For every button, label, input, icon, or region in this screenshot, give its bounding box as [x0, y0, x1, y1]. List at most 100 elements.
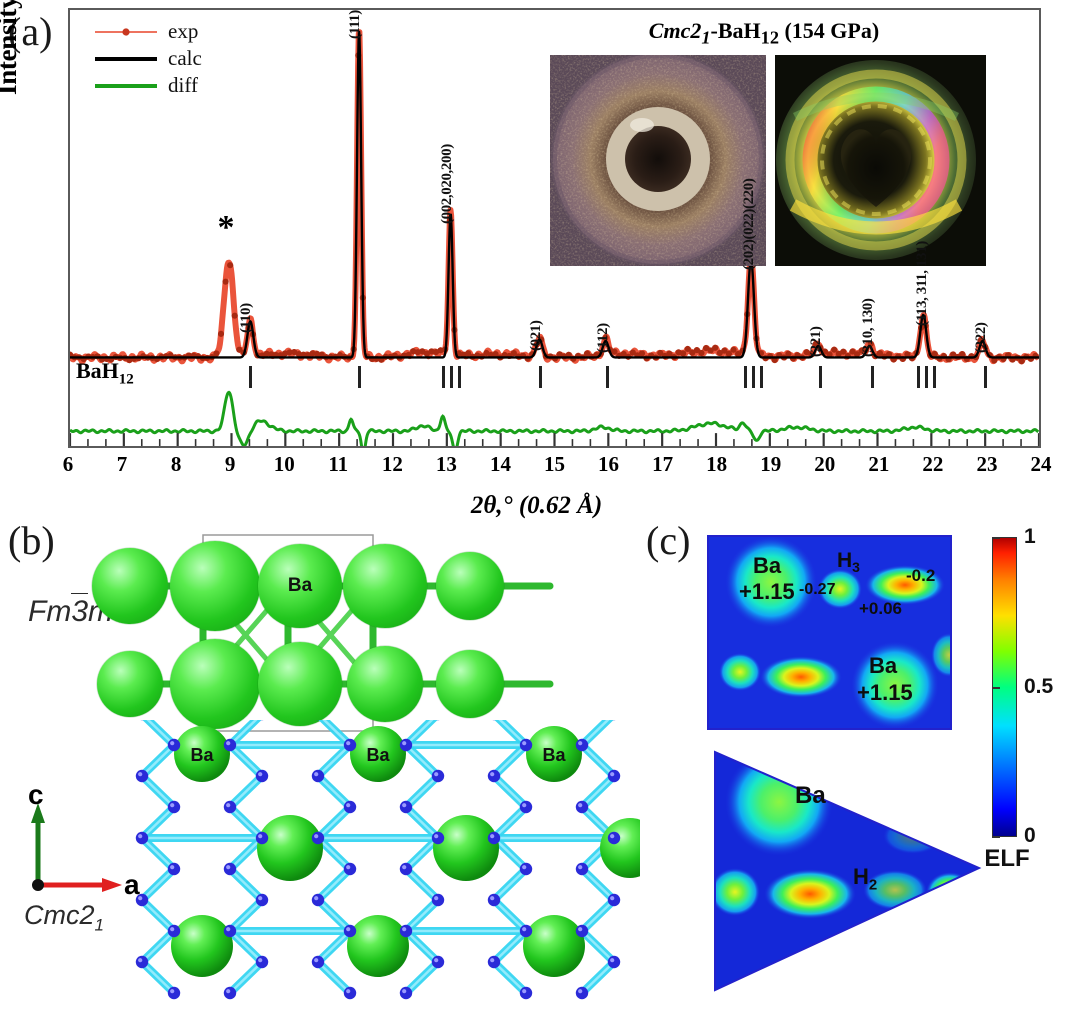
- peak-index-label: (310, 130): [859, 298, 876, 358]
- peak-index-label: (221): [808, 326, 825, 358]
- elf-bottom-h2-label: H2: [853, 864, 878, 894]
- elf-top-charge-left: -0.27: [799, 581, 836, 598]
- legend-label-exp: exp: [168, 19, 199, 43]
- y-axis-label: Intensity (a.u.): [0, 0, 22, 95]
- legend-label-calc: calc: [168, 46, 202, 70]
- peak-index-label: (021): [528, 320, 545, 351]
- peak-index-label: (113, 311, 131): [913, 241, 930, 327]
- x-tick-label: 8: [170, 452, 182, 476]
- panel-c-letter: (c): [646, 518, 691, 563]
- bragg-tick: [916, 366, 920, 388]
- x-tick-label: 7: [116, 452, 128, 476]
- x-tick-label: 17: [652, 452, 674, 476]
- legend-swatch-diff: [95, 79, 157, 93]
- peak-index-label: (002,020,200): [439, 144, 456, 224]
- x-axis-tick-labels: 6 7 8 9 10 11 12 13 14 15 16 17 18 19 20 21 22 23 24: [63, 452, 1052, 484]
- panel-b-structures: (b) Fm3m Ba Ba Ba Ba c a: [0, 515, 640, 1012]
- inset-title: Cmc21-BaH12 (154 GPa): [648, 18, 880, 48]
- x-tick-label: 6: [62, 452, 74, 476]
- colorbar-label-mid: 0.5: [1024, 675, 1054, 698]
- bragg-tick: [984, 366, 988, 388]
- ba-atom: [347, 646, 423, 722]
- peak-index-label: (110): [238, 303, 255, 333]
- ba-atom-label: Ba: [287, 575, 313, 596]
- elf-bottom-ba-label: Ba: [795, 782, 826, 809]
- colorbar-label-max: 1: [1024, 525, 1036, 548]
- colorbar-tick-max: [992, 537, 1000, 539]
- colorbar-tick-min: [992, 836, 1000, 838]
- legend-item-calc: calc: [95, 45, 202, 72]
- ba-atom: [258, 642, 342, 726]
- legend-swatch-calc: [95, 52, 157, 66]
- xrd-plot-frame: [68, 8, 1041, 448]
- ba-atom: [436, 552, 504, 620]
- bragg-tick: [870, 366, 874, 388]
- crystal-axes-indicator: c a: [28, 779, 148, 900]
- cmc21-structure: Ba Ba Ba: [135, 720, 640, 1000]
- elf-top-charge-mid: +0.06: [859, 599, 903, 618]
- chart-legend: exp calc diff: [95, 18, 202, 99]
- x-tick-label: 20: [814, 452, 836, 476]
- panel-c-elf: (c): [640, 515, 1073, 1012]
- x-tick-label: 13: [435, 452, 457, 476]
- legend-swatch-exp: [95, 25, 157, 39]
- x-axis-ticks: [70, 433, 1039, 446]
- impurity-peak-marker: *: [217, 209, 235, 246]
- x-tick-label: 24: [1030, 452, 1052, 476]
- x-tick-label: 12: [381, 452, 403, 476]
- x-tick-label: 21: [868, 452, 890, 476]
- series-diff-line: [70, 390, 1039, 446]
- ba-atom: [343, 544, 427, 628]
- panel-b-letter: (b): [8, 518, 55, 563]
- series-calc-line: [70, 30, 1039, 359]
- ba-atom: [170, 639, 260, 729]
- dac-sample-photo-2: [775, 55, 986, 266]
- ba-atom: [97, 651, 163, 717]
- x-tick-label: 11: [328, 452, 349, 476]
- x-tick-label: 9: [224, 452, 236, 476]
- x-tick-label: 19: [760, 452, 782, 476]
- bragg-tick: [442, 366, 446, 388]
- peak-index-label: (112): [594, 322, 611, 353]
- x-tick-label: 18: [706, 452, 728, 476]
- axis-label-c: c: [28, 779, 44, 810]
- svg-text:Ba: Ba: [366, 745, 390, 765]
- svg-text:Ba: Ba: [190, 745, 214, 765]
- bragg-tick: [819, 366, 823, 388]
- peak-index-label: (202)(022)(220): [740, 178, 757, 270]
- bragg-tick: [450, 366, 454, 388]
- legend-label-diff: diff: [168, 73, 198, 97]
- ba-atom: [170, 541, 260, 631]
- legend-item-exp: exp: [95, 18, 202, 45]
- bragg-tick: [751, 366, 755, 388]
- bragg-tick: [924, 366, 928, 388]
- bragg-tick: [358, 366, 362, 388]
- x-tick-label: 10: [273, 452, 295, 476]
- peak-index-label: (222): [973, 322, 990, 353]
- x-tick-label: 23: [976, 452, 998, 476]
- space-group-label-fm3m: Fm3m: [28, 593, 114, 628]
- elf-map-cmc21-top: Ba +1.15 H3 -0.27 +0.06 -0.2 Ba +1.15: [707, 535, 952, 730]
- panel-a-letter: (a): [8, 9, 53, 54]
- x-axis-label: 2θ,° (0.62 Å): [470, 492, 603, 519]
- elf-top-ba-label-2: Ba: [869, 653, 898, 678]
- space-group-label-cmc21: Cmc21: [24, 900, 104, 935]
- peak-index-label: (111): [347, 10, 364, 39]
- bragg-tick: [759, 366, 763, 388]
- dac-sample-photo-1: [550, 55, 766, 266]
- bragg-tick: [932, 366, 936, 388]
- bragg-tick: [539, 366, 543, 388]
- colorbar-label-min: 0: [1024, 824, 1036, 847]
- elf-map-cmc21-bottom: Ba H2: [707, 740, 987, 1002]
- elf-top-ba-charge-2: +1.15: [857, 680, 913, 705]
- ba-atom: [92, 548, 168, 624]
- panel-a-xrd: (a) Intensity (a.u.): [0, 0, 1052, 519]
- colorbar-tick-mid: [992, 687, 1000, 689]
- x-tick-label: 22: [922, 452, 944, 476]
- x-tick-label: 14: [489, 452, 511, 476]
- elf-top-ba-charge-1: +1.15: [739, 579, 795, 604]
- x-tick-label: 15: [544, 452, 565, 476]
- bragg-tick: [249, 366, 253, 388]
- bragg-tick: [605, 366, 609, 388]
- phase-label-bah12: BaH12: [76, 358, 134, 388]
